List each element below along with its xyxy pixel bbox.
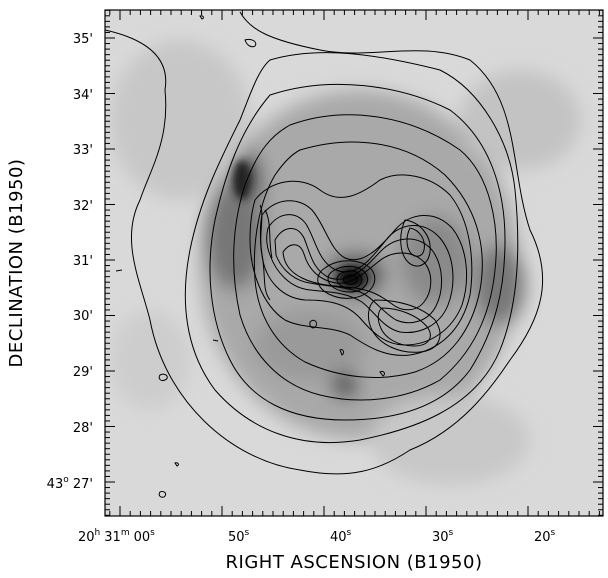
y-axis-title: DECLINATION (B1950) [6, 159, 27, 368]
contour-level [158, 491, 167, 498]
contour-level [317, 260, 376, 299]
y-tick-label: 31' [73, 254, 93, 269]
contour-level [343, 274, 358, 285]
contour-level [174, 462, 179, 467]
contour-level [209, 83, 506, 421]
contour-level [379, 371, 385, 377]
y-tick-labels: 43o 27' 28' 29' 30' 31' 32' 33' 34' 35' [47, 32, 93, 492]
plot-frame [104, 9, 604, 517]
contour-level [249, 174, 473, 356]
y-tick-label: 34' [73, 88, 93, 103]
y-tick-label: 33' [73, 143, 93, 158]
contour-level [212, 339, 219, 342]
contour-level [336, 270, 363, 289]
contour-level [309, 319, 317, 329]
y-tick-label: 30' [73, 309, 93, 324]
contour-level [400, 219, 431, 267]
contour-level [377, 307, 431, 347]
contour-level [244, 39, 257, 48]
x-tick-label: 30s [432, 528, 454, 545]
contour-level [259, 204, 271, 301]
x-tick-label: 20s [534, 528, 556, 545]
x-tick-label: 20h 31m 00s [78, 528, 155, 545]
contour-level [199, 15, 204, 20]
contour-level [339, 349, 344, 356]
x-axis-title: RIGHT ASCENSION (B1950) [226, 552, 483, 573]
contour-level [260, 200, 468, 346]
x-tick-labels: 20h 31m 00s 50s 40s 30s 20s [78, 528, 556, 545]
intensity-contours [105, 11, 544, 498]
x-tick-label: 50s [228, 528, 250, 545]
y-tick-label: 29' [73, 365, 93, 380]
y-tick-label: 43o 27' [47, 475, 93, 492]
y-tick-label: 28' [73, 421, 93, 436]
contour-level [158, 373, 168, 381]
contour-level [367, 299, 441, 353]
contour-level [105, 11, 544, 475]
y-tick-label: 32' [73, 199, 93, 214]
contour-level [266, 214, 454, 334]
contour-level [406, 227, 425, 257]
contour-level [264, 209, 273, 259]
axis-ticks [105, 9, 603, 516]
greyscale-image [105, 10, 603, 516]
contour-level [282, 244, 432, 311]
contour-level [184, 52, 519, 444]
x-tick-label: 40s [330, 528, 352, 545]
contour-level [327, 266, 368, 293]
contour-level [115, 269, 123, 272]
contour-level [233, 114, 497, 401]
y-tick-label: 35' [73, 32, 93, 47]
